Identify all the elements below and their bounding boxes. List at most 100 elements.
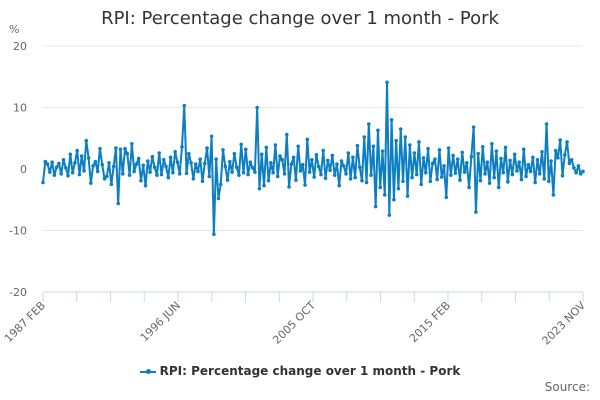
data-point[interactable] bbox=[562, 153, 567, 157]
data-point[interactable] bbox=[326, 158, 330, 163]
data-point[interactable] bbox=[565, 140, 569, 144]
data-point[interactable] bbox=[494, 149, 499, 153]
data-point[interactable] bbox=[275, 174, 280, 179]
data-point[interactable] bbox=[221, 148, 225, 152]
data-point[interactable] bbox=[66, 173, 70, 178]
data-point[interactable] bbox=[50, 160, 54, 165]
data-point[interactable] bbox=[59, 172, 64, 176]
data-point[interactable] bbox=[376, 128, 380, 133]
data-point[interactable] bbox=[120, 172, 125, 176]
data-point[interactable] bbox=[141, 163, 146, 168]
data-point[interactable] bbox=[232, 151, 237, 156]
data-point[interactable] bbox=[467, 185, 471, 190]
data-point[interactable] bbox=[499, 156, 503, 161]
data-point[interactable] bbox=[451, 153, 455, 158]
data-point[interactable] bbox=[157, 151, 162, 155]
data-point[interactable] bbox=[569, 157, 574, 162]
data-point[interactable] bbox=[335, 162, 339, 166]
data-point[interactable] bbox=[43, 159, 48, 164]
data-point[interactable] bbox=[480, 145, 485, 149]
data-point[interactable] bbox=[385, 80, 389, 85]
data-point[interactable] bbox=[228, 159, 232, 164]
data-point[interactable] bbox=[262, 183, 266, 188]
data-point[interactable] bbox=[471, 125, 476, 129]
data-point[interactable] bbox=[61, 157, 66, 162]
data-point[interactable] bbox=[312, 175, 316, 179]
data-point[interactable] bbox=[362, 135, 367, 139]
data-point[interactable] bbox=[84, 138, 89, 143]
data-point[interactable] bbox=[572, 165, 576, 170]
data-point[interactable] bbox=[446, 146, 451, 150]
data-point[interactable] bbox=[369, 173, 373, 177]
data-point[interactable] bbox=[291, 155, 296, 160]
data-point[interactable] bbox=[298, 169, 303, 173]
data-point[interactable] bbox=[148, 170, 152, 174]
data-point[interactable] bbox=[223, 164, 228, 169]
data-point[interactable] bbox=[273, 143, 278, 147]
data-point[interactable] bbox=[202, 161, 207, 166]
data-point[interactable] bbox=[180, 145, 184, 149]
data-point[interactable] bbox=[100, 162, 105, 167]
data-point[interactable] bbox=[496, 185, 501, 190]
data-point[interactable] bbox=[237, 173, 241, 177]
data-point[interactable] bbox=[458, 178, 462, 182]
data-point[interactable] bbox=[521, 147, 526, 152]
data-point[interactable] bbox=[168, 155, 173, 160]
data-point[interactable] bbox=[118, 147, 123, 152]
data-point[interactable] bbox=[464, 161, 469, 165]
data-point[interactable] bbox=[519, 177, 524, 182]
data-point[interactable] bbox=[353, 175, 357, 180]
data-point[interactable] bbox=[255, 105, 259, 110]
data-point[interactable] bbox=[303, 183, 307, 187]
data-point[interactable] bbox=[102, 177, 107, 181]
data-point[interactable] bbox=[132, 169, 136, 174]
data-point[interactable] bbox=[449, 173, 453, 177]
data-point[interactable] bbox=[328, 168, 332, 173]
data-point[interactable] bbox=[426, 146, 430, 151]
data-point[interactable] bbox=[134, 162, 139, 166]
data-point[interactable] bbox=[444, 195, 449, 200]
data-point[interactable] bbox=[421, 156, 426, 160]
data-point[interactable] bbox=[123, 146, 127, 151]
data-point[interactable] bbox=[205, 146, 209, 150]
data-point[interactable] bbox=[175, 160, 180, 165]
data-point[interactable] bbox=[540, 149, 544, 154]
data-point[interactable] bbox=[54, 165, 59, 169]
data-point[interactable] bbox=[483, 172, 487, 176]
data-point[interactable] bbox=[248, 160, 253, 165]
data-point[interactable] bbox=[474, 210, 478, 214]
data-point[interactable] bbox=[355, 143, 360, 148]
data-point[interactable] bbox=[161, 157, 166, 162]
data-point[interactable] bbox=[225, 178, 230, 182]
data-point[interactable] bbox=[82, 169, 86, 173]
data-point[interactable] bbox=[111, 164, 116, 169]
data-point[interactable] bbox=[526, 162, 531, 167]
data-point[interactable] bbox=[200, 179, 205, 184]
data-point[interactable] bbox=[114, 146, 118, 150]
data-point[interactable] bbox=[401, 179, 405, 184]
data-point[interactable] bbox=[506, 180, 510, 184]
data-point[interactable] bbox=[280, 157, 285, 162]
data-point[interactable] bbox=[189, 161, 193, 165]
data-point[interactable] bbox=[86, 156, 91, 160]
data-point[interactable] bbox=[412, 151, 417, 155]
data-point[interactable] bbox=[560, 173, 565, 178]
data-point[interactable] bbox=[428, 179, 433, 184]
data-point[interactable] bbox=[389, 118, 394, 122]
data-point[interactable] bbox=[330, 153, 335, 158]
data-point[interactable] bbox=[264, 145, 269, 150]
data-point[interactable] bbox=[246, 172, 250, 177]
data-point[interactable] bbox=[198, 157, 203, 161]
data-point[interactable] bbox=[510, 172, 515, 177]
legend-item[interactable]: RPI: Percentage change over 1 month - Po… bbox=[0, 364, 600, 378]
data-point[interactable] bbox=[439, 175, 444, 179]
data-point[interactable] bbox=[73, 161, 77, 165]
data-point[interactable] bbox=[316, 164, 321, 169]
data-point[interactable] bbox=[271, 170, 275, 175]
data-point[interactable] bbox=[508, 158, 512, 163]
data-point[interactable] bbox=[490, 141, 494, 146]
data-point[interactable] bbox=[79, 154, 84, 158]
data-point[interactable] bbox=[269, 161, 273, 165]
data-series[interactable] bbox=[41, 80, 585, 236]
data-point[interactable] bbox=[469, 154, 474, 159]
